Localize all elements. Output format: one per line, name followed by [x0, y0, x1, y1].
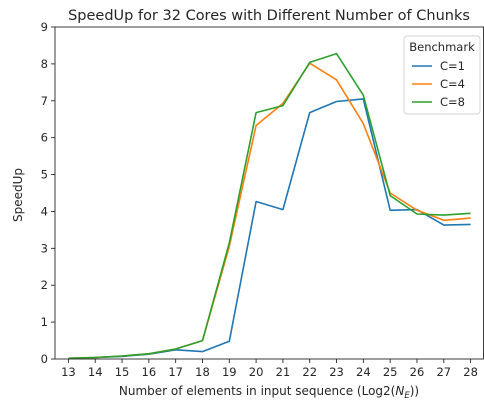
y-tick-label: 3	[41, 241, 48, 255]
x-tick-label: 27	[436, 365, 451, 379]
x-tick-label: 15	[115, 365, 130, 379]
x-tick-label: 24	[356, 365, 371, 379]
x-tick-label: 23	[329, 365, 344, 379]
y-tick-label: 6	[41, 131, 48, 145]
x-tick-label: 19	[222, 365, 237, 379]
x-tick-label: 21	[276, 365, 291, 379]
plot-area	[68, 52, 471, 360]
series-line-C=8	[68, 52, 471, 360]
x-tick-label: 25	[383, 365, 398, 379]
x-tick-label: 17	[168, 365, 183, 379]
legend-label-C=8: C=8	[440, 95, 465, 109]
x-tick-label: 16	[142, 365, 157, 379]
legend-box	[403, 35, 481, 115]
x-axis-label: Number of elements in input sequence (Lo…	[119, 384, 419, 401]
x-tick-label: 22	[302, 365, 317, 379]
chart-title: SpeedUp for 32 Cores with Different Numb…	[68, 8, 470, 24]
y-tick-label: 7	[41, 94, 48, 108]
legend-label-C=4: C=4	[440, 77, 465, 91]
x-tick-label: 20	[249, 365, 264, 379]
y-axis-label: SpeedUp	[11, 168, 25, 222]
x-tick-label: 13	[61, 365, 76, 379]
y-tick-label: 4	[41, 204, 48, 218]
y-tick-label: 1	[41, 315, 48, 329]
x-tick-label: 14	[88, 365, 103, 379]
legend-label-C=1: C=1	[440, 59, 465, 73]
y-tick-label: 8	[41, 57, 48, 71]
x-tick-label: 28	[463, 365, 478, 379]
y-tick-label: 0	[41, 352, 48, 366]
y-tick-label: 9	[41, 20, 48, 34]
legend: Benchmark C=1 C=4 C=8	[403, 35, 481, 115]
series-line-C=1	[68, 98, 471, 360]
x-tick-label: 26	[410, 365, 425, 379]
y-tick-label: 2	[41, 278, 48, 292]
x-tick-label: 18	[195, 365, 210, 379]
y-tick-label: 5	[41, 168, 48, 182]
axes: 13 14 15 16 17 18 19 20 21 22 23 24 25 26 27 2801234567…	[41, 20, 484, 379]
legend-title: Benchmark	[409, 40, 475, 54]
